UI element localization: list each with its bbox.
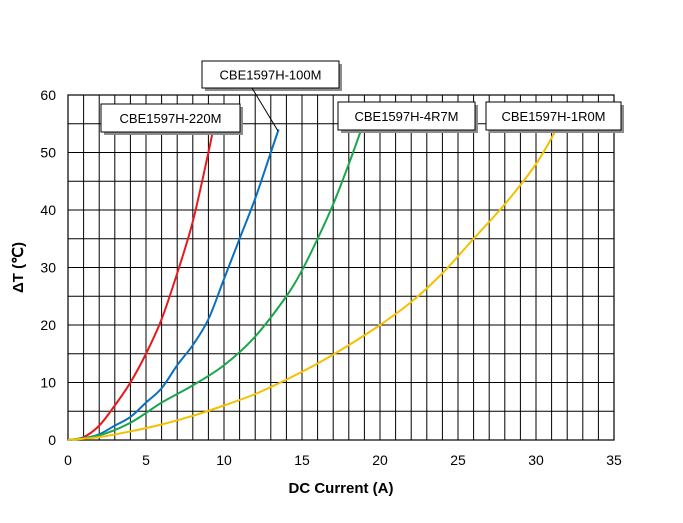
x-tick-label: 30 <box>528 452 544 468</box>
x-tick-label: 25 <box>450 452 466 468</box>
y-tick-label: 20 <box>40 317 56 333</box>
y-tick-label: 40 <box>40 202 56 218</box>
y-tick-label: 60 <box>40 87 56 103</box>
y-tick-label: 10 <box>40 375 56 391</box>
x-tick-label: 5 <box>142 452 150 468</box>
x-tick-label: 35 <box>606 452 622 468</box>
x-tick-label: 0 <box>64 452 72 468</box>
callout-cbe1597h-220m: CBE1597H-220M <box>100 103 243 135</box>
callout-label: CBE1597H-1R0M <box>501 109 605 124</box>
callout-cbe1597h-100m: CBE1597H-100M <box>201 60 342 132</box>
callout-labels: CBE1597H-220M CBE1597H-100M CBE1597H-4R7M C… <box>100 60 624 135</box>
series-line-cbe1597h-4r7m <box>67 129 363 441</box>
x-axis-title: DC Current (A) <box>289 480 394 497</box>
callout-box <box>485 101 622 131</box>
x-tick-label: 15 <box>294 452 310 468</box>
x-tick-label: 10 <box>216 452 232 468</box>
y-axis-title: ΔT (℃) <box>10 242 27 293</box>
series-line-cbe1597h-220m <box>67 129 215 441</box>
series-line-cbe1597h-100m <box>67 129 280 441</box>
callout-box <box>337 101 476 131</box>
callout-cbe1597h-4r7m: CBE1597H-4R7M <box>337 101 478 133</box>
callout-cbe1597h-1r0m: CBE1597H-1R0M <box>485 101 624 133</box>
series-line-cbe1597h-1r0m <box>67 128 558 441</box>
y-tick-label: 30 <box>40 260 56 276</box>
y-tick-label: 0 <box>48 432 56 448</box>
tick-labels: 0 5 10 15 20 25 30 35 0 10 20 30 40 50 60 <box>40 87 622 468</box>
series-lines <box>67 128 558 441</box>
callout-label: CBE1597H-100M <box>220 68 322 83</box>
callout-label: CBE1597H-4R7M <box>354 109 458 124</box>
plot-frame <box>67 94 615 441</box>
callout-box <box>100 103 241 133</box>
y-tick-label: 50 <box>40 145 56 161</box>
callout-label: CBE1597H-220M <box>120 111 222 126</box>
x-tick-label: 20 <box>372 452 388 468</box>
callout-box <box>201 60 340 89</box>
callout-leader-line <box>251 87 279 132</box>
